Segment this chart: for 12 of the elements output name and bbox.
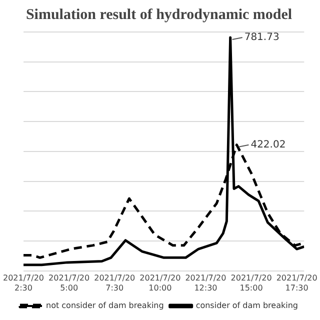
chart-title: Simulation result of hydrodynamic model — [26, 6, 292, 23]
data-label: 781.73 — [244, 32, 280, 44]
legend-label: not consider of dam breaking — [46, 301, 164, 310]
legend-label: consider of dam breaking — [196, 301, 298, 310]
x-tick-label: 2021/7/20 10:00 — [140, 274, 181, 292]
x-tick-label: 2021/7/20 5:00 — [48, 274, 90, 292]
x-tick-label: 2021/7/20 7:30 — [94, 274, 136, 292]
x-tick-label: 2021/7/20 12:30 — [185, 274, 226, 292]
data-label: 422.02 — [250, 139, 286, 150]
x-tick-label: 2021/7/20 15:00 — [230, 274, 272, 292]
x-tick-label: 2021/7/20 17:30 — [276, 274, 318, 292]
x-tick-label: 2021/7/20 2:30 — [2, 274, 44, 292]
